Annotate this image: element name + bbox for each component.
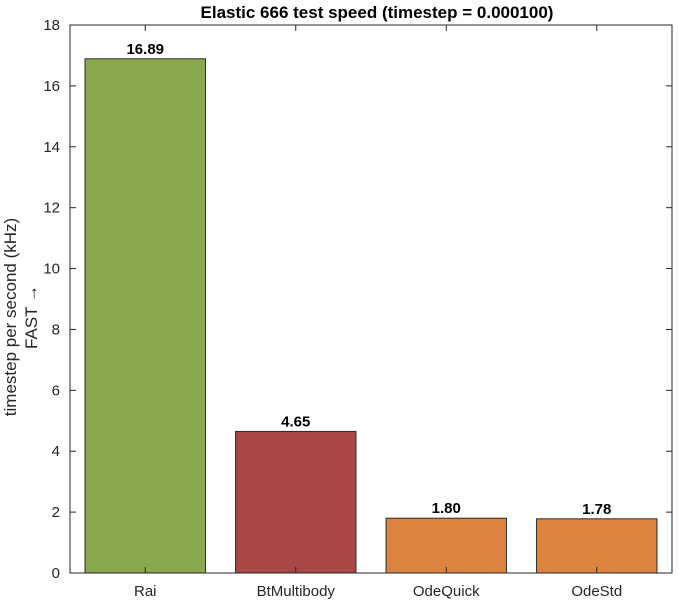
y-tick-label: 16 <box>43 78 60 95</box>
x-tick-label-btmultibody: BtMultibody <box>257 583 336 600</box>
value-label-btmultibody: 4.65 <box>281 413 310 430</box>
chart-title: Elastic 666 test speed (timestep = 0.000… <box>201 3 554 22</box>
y-tick-label: 8 <box>52 321 60 338</box>
y-axis-label-line2: FAST → <box>22 285 41 349</box>
y-tick-label: 10 <box>43 261 60 278</box>
y-tick-label: 12 <box>43 200 60 217</box>
y-tick-label: 14 <box>43 139 60 156</box>
value-label-odequick: 1.80 <box>432 500 461 517</box>
x-tick-label-odestd: OdeStd <box>571 583 622 600</box>
bar-odestd <box>536 518 658 574</box>
bar-odequick <box>385 517 507 574</box>
bar-btmultibody <box>235 430 357 574</box>
value-label-rai: 16.89 <box>126 41 164 58</box>
axes-layer: Rai BtMultibody OdeQuick OdeStd 0 2 4 6 8 10 12 14 1… <box>43 17 673 600</box>
plot-frame <box>69 24 673 574</box>
x-tick-label-rai: Rai <box>134 583 157 600</box>
y-axis-label-line1: timestep per second (kHz) <box>1 218 20 416</box>
x-tick-label-odequick: OdeQuick <box>413 583 480 600</box>
y-tick-label: 0 <box>52 565 60 582</box>
y-tick-label: 4 <box>52 443 60 460</box>
value-labels-layer: 16.89 4.65 1.80 1.78 <box>126 41 611 518</box>
bars-layer <box>84 58 658 574</box>
y-axis-label: timestep per second (kHz) FAST → <box>1 218 41 416</box>
bar-rai <box>84 58 206 574</box>
y-tick-label: 6 <box>52 382 60 399</box>
y-tick-label: 18 <box>43 17 60 34</box>
y-tick-label: 2 <box>52 504 60 521</box>
value-label-odestd: 1.78 <box>582 501 611 518</box>
